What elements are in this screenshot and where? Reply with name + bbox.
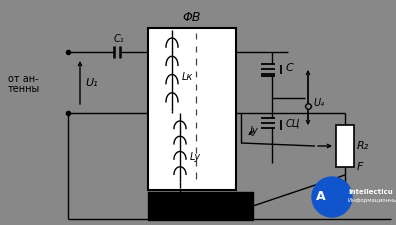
Text: C₁: C₁ (114, 34, 124, 44)
Text: тенны: тенны (8, 83, 40, 94)
Text: F: F (357, 162, 364, 172)
Text: Lк: Lк (182, 72, 193, 81)
Text: U₄: U₄ (313, 99, 324, 108)
Text: CЦ: CЦ (286, 118, 301, 128)
Text: A: A (316, 191, 326, 203)
Bar (336, 125, 354, 167)
Bar (148, 28, 236, 190)
Text: от ан-: от ан- (8, 74, 39, 83)
Text: Iу: Iу (250, 126, 259, 136)
Text: Информационный ресурс: Информационный ресурс (348, 197, 396, 202)
Text: ΦВ: ΦВ (183, 11, 201, 24)
Text: U₁: U₁ (85, 77, 98, 88)
Text: R₂: R₂ (357, 141, 369, 151)
Circle shape (312, 177, 352, 217)
Bar (148, 192, 253, 220)
Text: Intellecticu: Intellecticu (348, 189, 393, 195)
Text: Lу: Lу (190, 151, 201, 162)
Text: C: C (286, 63, 294, 73)
